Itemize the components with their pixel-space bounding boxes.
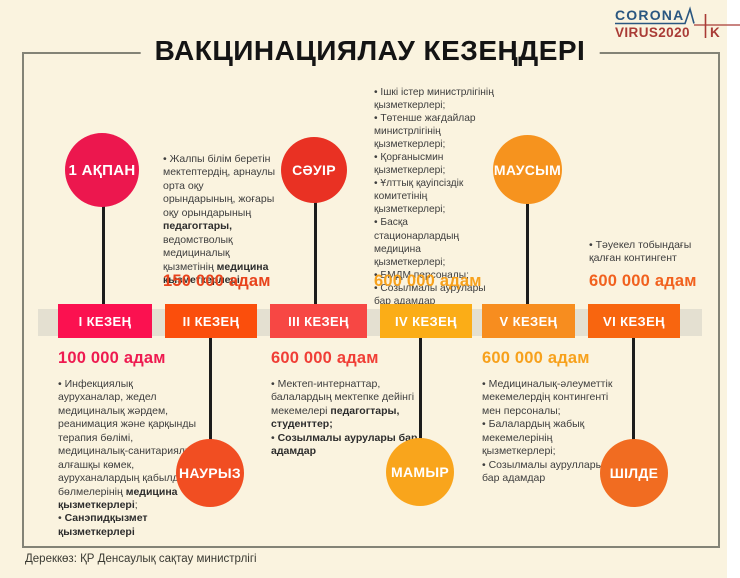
count-stage1: 100 000 адам (58, 349, 166, 367)
bullet-item: • Тәуекел тобындағы қалған контингент (589, 239, 692, 265)
bullet-item: • Созылмалы аурулары бар адамдар (271, 431, 418, 458)
logo-virus2020-text: VIRUS2020 (615, 25, 690, 40)
page-title: ВАКЦИНАЦИЯЛАУ КЕЗЕҢДЕРІ (140, 35, 600, 67)
bullet-item: • Балалардың жабық мекемелерінің қызметк… (482, 418, 585, 458)
month-circle-may: МАМЫР (386, 438, 454, 506)
logo-heartbeat-blue-line (615, 6, 695, 25)
count-stage5: 600 000 адам (482, 349, 590, 367)
bullet-item: • Төтенше жағдайлар министрлігінің қызме… (374, 113, 476, 151)
connector-line-march (209, 334, 212, 474)
count-february: 150 000 адам (163, 272, 271, 290)
bullet-item: • Ішкі істер министрлігінің қызметкерлер… (374, 87, 494, 112)
bullet-item: • БМДМ персоналы; (374, 269, 469, 281)
count-june: 600 000 адам (589, 272, 697, 290)
bullet-item: • Медициналық-әлеуметтік мекемелердің ко… (482, 378, 613, 417)
connector-line-may (419, 334, 422, 474)
stage-segment-2: ІІ КЕЗЕҢ (165, 304, 257, 338)
month-circle-february: 1 АҚПАН (65, 133, 139, 207)
logo-kz-suffix: K (710, 25, 720, 40)
stage-segment-5: V КЕЗЕҢ (482, 304, 575, 338)
bullet-item: • Инфекциялық ауруханалар, жедел медицин… (58, 378, 198, 511)
count-april: 600 000 адам (374, 272, 482, 290)
month-circle-march: НАУРЫЗ (176, 439, 244, 507)
connector-line-april (314, 172, 317, 312)
month-circle-june: МАУСЫМ (493, 135, 562, 204)
note-april: • Ішкі істер министрлігінің қызметкерлер… (374, 86, 495, 308)
logo-corona-text: CORONA (615, 7, 684, 23)
bullet-item: • Созылмалы аурулары бар адамдар (374, 282, 486, 307)
source-caption: Дереккөз: ҚР Денсаулық сақтау министрліг… (25, 553, 257, 565)
stage-segment-1: І КЕЗЕҢ (58, 304, 152, 338)
note-february: • Жалпы білім беретін мектептердің, арна… (163, 153, 277, 287)
month-circle-july: ШІЛДЕ (600, 439, 668, 507)
bullet-item: • Мектеп-интернаттар, балалардың мектепк… (271, 378, 415, 431)
note-stage1: • Инфекциялық ауруханалар, жедел медицин… (58, 378, 200, 539)
stage-segment-3: ІІІ КЕЗЕҢ (270, 304, 367, 338)
bullet-item: • Санэпидқызмет қызметкерлері (58, 512, 148, 538)
bullet-item: • Басқа стационарлардың медицина қызметк… (374, 217, 460, 268)
bullet-item: • Созылмалы ауруллары бар адамдар (482, 458, 604, 485)
bullet-item: • Жалпы білім беретін мектептердің, арна… (163, 153, 276, 286)
coronavirus2020kz-logo: CORONA VIRUS2020 K (615, 6, 740, 40)
month-circle-april: СӘУІР (281, 137, 347, 203)
stage-segment-4: IV КЕЗЕҢ (380, 304, 472, 338)
bullet-item: • Қорғанысмин қызметкерлері; (374, 152, 446, 177)
note-stage5: • Медициналық-әлеуметтік мекемелердің ко… (482, 378, 614, 486)
note-june: • Тәуекел тобындағы қалған контингент (589, 239, 707, 266)
connector-line-february (102, 172, 105, 312)
connector-line-june (526, 170, 529, 312)
stage-segment-6: VI КЕЗЕҢ (588, 304, 680, 338)
note-stage3: • Мектеп-интернаттар, балалардың мектепк… (271, 378, 425, 459)
connector-line-july (632, 334, 635, 476)
bullet-item: • Ұлттық қауіпсіздік комитетінің қызметк… (374, 178, 464, 216)
count-stage3: 600 000 адам (271, 349, 379, 367)
